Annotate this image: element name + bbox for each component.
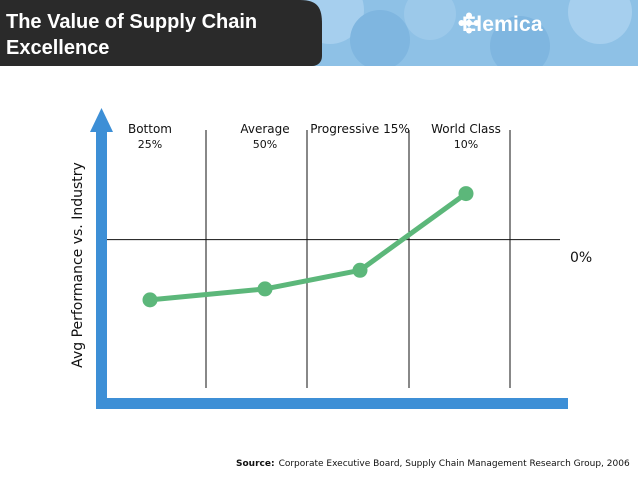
data-point <box>142 292 158 308</box>
column-header: Bottom 25% <box>90 121 210 153</box>
data-point <box>257 281 273 297</box>
title-bar: The Value of Supply Chain Excellence Ele… <box>0 0 638 66</box>
elemica-logo: Elemica <box>458 12 543 38</box>
column-label: Average <box>240 122 290 136</box>
y-axis-label: Avg Performance vs. Industry <box>70 162 86 368</box>
source-citation: Source: Corporate Executive Board, Supply… <box>236 459 630 469</box>
column-header: World Class 10% <box>406 121 526 153</box>
data-point <box>458 186 474 202</box>
performance-chart <box>90 108 568 409</box>
data-point <box>352 262 368 278</box>
title-bar-background <box>0 0 638 66</box>
reference-line-label: 0% <box>570 250 593 266</box>
column-header: Progressive 15% <box>300 121 420 137</box>
series-line <box>147 191 469 303</box>
column-share: 25% <box>137 138 163 151</box>
source-text: Corporate Executive Board, Supply Chain … <box>278 459 630 469</box>
source-label: Source: <box>236 459 275 469</box>
column-label: World Class <box>431 122 501 136</box>
y-axis <box>96 128 107 409</box>
x-axis <box>96 398 568 409</box>
page-title: The Value of Supply Chain Excellence <box>6 11 258 59</box>
column-label: Bottom <box>127 122 172 136</box>
column-label: Progressive 15% <box>310 122 410 136</box>
logo-text: Elemica <box>462 13 543 36</box>
elemica-logo-icon <box>458 12 480 34</box>
y-axis-arrow <box>90 108 113 132</box>
column-share: 50% <box>252 138 278 151</box>
column-share: 10% <box>453 138 479 151</box>
column-header: Average 50% <box>205 121 325 153</box>
